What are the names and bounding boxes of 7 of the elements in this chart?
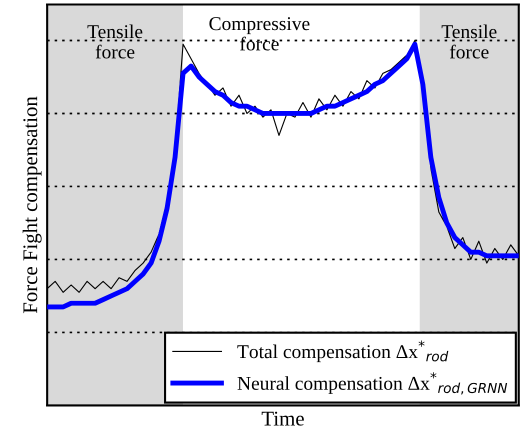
annotation: Tensile force — [442, 24, 497, 59]
annotation: Tensile force — [87, 24, 142, 59]
y-axis-title: Force Fight compensation — [22, 96, 42, 314]
legend-label: Neural compensation Δx$^{*}$$_{rod,GRNN}$ — [238, 372, 508, 395]
annotation: Compressive force — [209, 17, 310, 51]
legend-label: Total compensation Δx$^{*}$$_{rod}$ — [237, 340, 448, 362]
x-axis-title: Time — [262, 412, 304, 426]
